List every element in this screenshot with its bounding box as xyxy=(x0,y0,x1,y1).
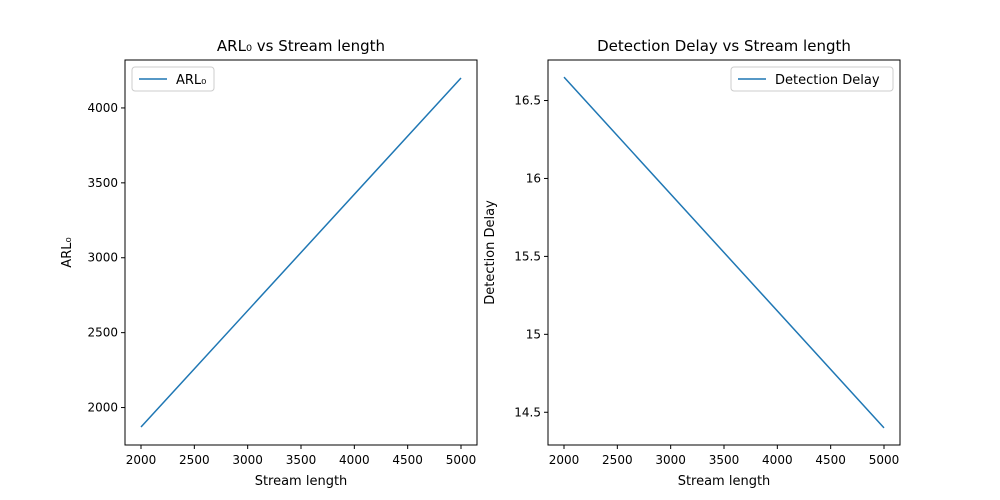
x-tick-label: 3500 xyxy=(709,453,740,467)
x-axis-label: Stream length xyxy=(255,474,348,489)
legend: ARL₀ xyxy=(131,66,215,92)
legend-entry: Detection Delay xyxy=(775,73,880,88)
chart-panel-2: Detection Delay vs Stream length 2000 2500… xyxy=(483,37,901,489)
y-tick-label: 14.5 xyxy=(514,405,541,419)
chart-panel-1: ARL₀ vs Stream length 2000 2500 3000 3500 400… xyxy=(60,37,478,489)
y-axis-label: Detection Delay xyxy=(483,200,498,305)
x-tick-label: 3000 xyxy=(655,453,686,467)
x-tick-label: 2500 xyxy=(179,453,210,467)
legend-entry: ARL₀ xyxy=(176,73,206,88)
x-tick-label: 5000 xyxy=(446,453,477,467)
y-tick-label: 15 xyxy=(526,327,541,341)
y-tick-label: 16 xyxy=(526,171,541,185)
y-tick-label: 15.5 xyxy=(514,249,541,263)
x-tick-label: 4000 xyxy=(339,453,370,467)
x-tick-label: 4500 xyxy=(392,453,423,467)
y-tick-label: 3000 xyxy=(87,251,118,265)
chart-title: ARL₀ vs Stream length xyxy=(217,37,385,55)
x-tick-label: 5000 xyxy=(869,453,900,467)
y-tick-label: 4000 xyxy=(87,101,118,115)
x-tick-label: 2000 xyxy=(126,453,157,467)
chart-title: Detection Delay vs Stream length xyxy=(597,37,851,55)
y-tick-label: 3500 xyxy=(87,176,118,190)
series-line-1 xyxy=(563,76,885,429)
x-tick-label: 3500 xyxy=(286,453,317,467)
x-tick-label: 3000 xyxy=(232,453,263,467)
y-tick-label: 2000 xyxy=(87,401,118,415)
series-line-1 xyxy=(140,77,462,428)
x-axis-label: Stream length xyxy=(678,474,771,489)
x-tick-label: 4000 xyxy=(762,453,793,467)
x-tick-label: 4500 xyxy=(815,453,846,467)
x-tick-label: 2000 xyxy=(549,453,580,467)
y-axis-label: ARL₀ xyxy=(60,237,75,267)
legend-box xyxy=(131,66,215,92)
x-tick-label: 2500 xyxy=(602,453,633,467)
legend-box xyxy=(730,66,894,92)
legend: Detection Delay xyxy=(730,66,894,92)
y-tick-label: 16.5 xyxy=(514,94,541,108)
y-tick-label: 2500 xyxy=(87,326,118,340)
